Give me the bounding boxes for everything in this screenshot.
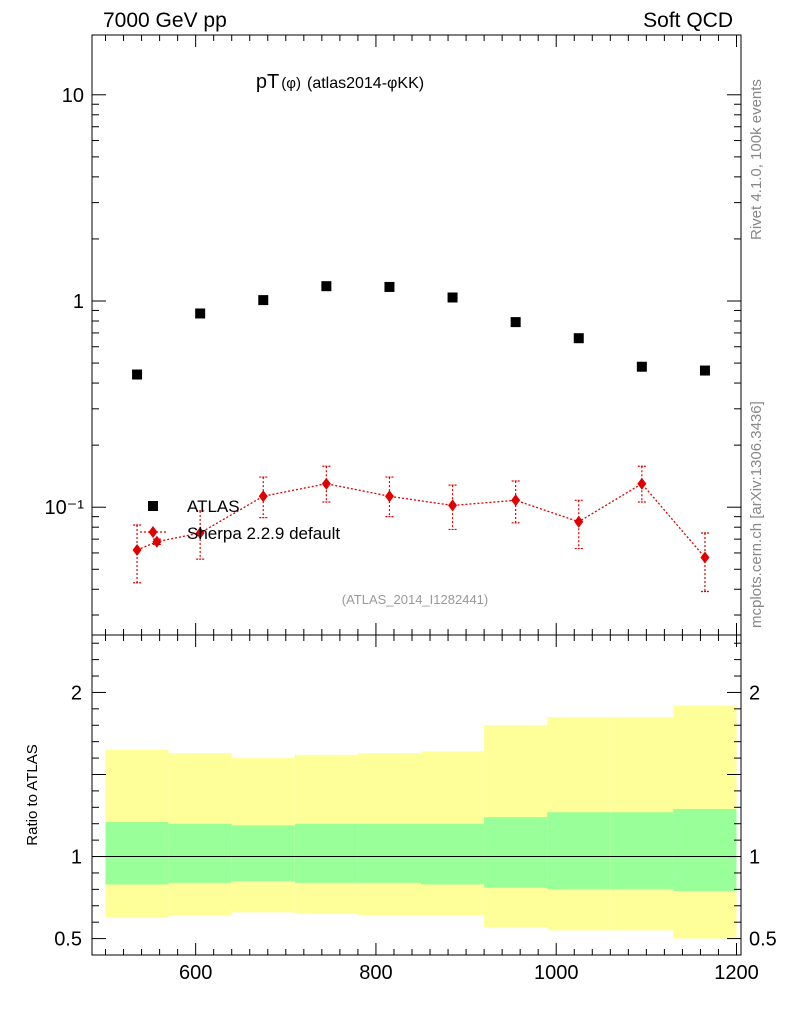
title-sub: (φ)	[281, 75, 301, 92]
legend-mc-label: Sherpa 2.2.9 default	[187, 524, 340, 543]
ratio-band-inner	[673, 808, 737, 891]
mc-point	[448, 499, 458, 512]
legend-data-label: ATLAS	[187, 497, 240, 516]
ratio-band-inner	[357, 823, 422, 883]
data-point	[510, 317, 521, 328]
x-tick-label: 600	[179, 962, 212, 984]
ratio-band-inner	[294, 823, 358, 883]
ratio-panel: 2 2 1 1 0.5 0.5 600 800 1000 1200	[54, 634, 777, 984]
mc-point	[511, 494, 521, 507]
x-tick-label: 800	[359, 962, 392, 984]
legend: ATLAS Sherpa 2.2.9 default	[140, 497, 340, 543]
legend-mc-marker	[148, 526, 158, 538]
analysis-label: (ATLAS_2014_I1282441)	[342, 592, 488, 607]
ratio-y-tick-label-right: 0.5	[749, 929, 777, 951]
ratio-band-inner	[168, 823, 232, 883]
ratio-band-inner	[105, 822, 169, 885]
mc-point	[637, 477, 647, 490]
ratio-band-inner	[231, 825, 295, 882]
mc-point	[700, 551, 710, 564]
x-tick-label: 1000	[534, 962, 579, 984]
x-tick-label: 1200	[714, 962, 759, 984]
mc-point	[384, 490, 394, 503]
main-frame	[91, 34, 742, 636]
mc-point	[321, 477, 331, 490]
data-point	[258, 295, 269, 306]
ratio-y-tick-label: 1	[71, 847, 82, 869]
mc-point	[132, 544, 142, 557]
data-point	[321, 281, 332, 292]
source-label: mcplots.cern.ch [arXiv:1306.3436]	[748, 401, 765, 628]
ratio-y-tick-label: 0.5	[54, 929, 82, 951]
rivet-version-label: Rivet 4.1.0, 100k events	[748, 79, 765, 240]
data-point	[195, 308, 206, 319]
process-label: Soft QCD	[643, 9, 733, 32]
data-point	[636, 361, 647, 372]
title-tail: (atlas2014-φKK)	[307, 75, 424, 92]
main-panel: 10 1 10⁻¹	[45, 34, 742, 636]
ratio-y-tick-label: 2	[71, 682, 82, 704]
ratio-band-inner	[421, 823, 485, 885]
ratio-frame	[91, 634, 742, 956]
data-point	[384, 281, 395, 292]
mc-point	[152, 535, 162, 548]
ratio-band-inner	[610, 812, 674, 890]
data-point	[132, 369, 143, 380]
mc-point	[258, 490, 268, 503]
main-y-tick-label: 10	[62, 85, 84, 107]
energy-label: 7000 GeV pp	[103, 9, 227, 32]
data-point	[573, 333, 584, 344]
main-y-tick-label: 1	[73, 291, 84, 313]
ratio-y-tick-label-right: 1	[749, 847, 760, 869]
mc-line	[136, 482, 706, 558]
data-point	[699, 365, 710, 376]
title-main: pT	[256, 71, 279, 93]
ratio-y-tick-label-right: 2	[749, 682, 760, 704]
legend-data-marker	[148, 501, 158, 511]
data-point	[447, 292, 458, 303]
ratio-y-label: Ratio to ATLAS	[24, 744, 41, 845]
mc-point	[195, 526, 205, 539]
ratio-band-inner	[547, 812, 611, 890]
ratio-band-inner	[484, 817, 548, 888]
plot-title: pT (φ) (atlas2014-φKK)	[256, 71, 424, 93]
main-y-tick-label: 10⁻¹	[45, 497, 85, 519]
mc-point	[574, 515, 584, 528]
